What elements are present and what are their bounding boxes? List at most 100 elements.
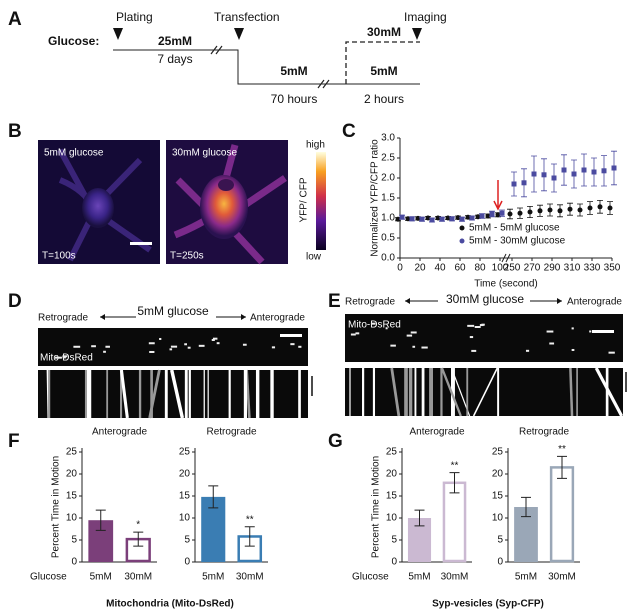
x-tick-label: 5mM <box>90 572 112 583</box>
organelle <box>73 345 81 348</box>
kymo-track <box>472 367 498 417</box>
y-tick-label: 10 <box>179 513 191 524</box>
kymo-track <box>569 367 574 417</box>
y-tick-label: 20 <box>386 469 398 480</box>
bar <box>407 518 432 562</box>
x-tick-label: 80 <box>474 263 486 274</box>
y-tick-label: 0 <box>71 557 77 568</box>
legend-marker <box>459 225 465 231</box>
organelle <box>216 342 220 345</box>
event-label: Transfection <box>214 10 280 24</box>
group-label: Glucose <box>352 572 389 583</box>
point <box>435 215 441 221</box>
organelle <box>62 355 68 358</box>
organelle <box>187 346 191 349</box>
y-tick-label: 0 <box>391 557 397 568</box>
y-tick-label: 0.0 <box>381 253 395 264</box>
y-tick-label: 1.5 <box>381 193 395 204</box>
organelle <box>412 345 416 348</box>
error-bar <box>208 485 219 509</box>
y-tick-label: 15 <box>66 491 78 502</box>
point <box>551 175 557 181</box>
colorbar-low: low <box>306 252 322 263</box>
point <box>429 217 435 223</box>
organelle <box>350 333 356 336</box>
kymo-track <box>390 367 401 417</box>
point <box>597 204 603 210</box>
organelle <box>242 343 247 346</box>
organelle <box>159 337 162 340</box>
organelle <box>105 345 110 348</box>
significance: ** <box>451 460 459 471</box>
y-tick-label: 0 <box>497 557 503 568</box>
error-bar <box>449 472 460 494</box>
y-tick-label: 25 <box>386 447 398 458</box>
error-bar <box>133 531 144 547</box>
organelle <box>467 324 475 327</box>
y-tick-label: 15 <box>492 491 504 502</box>
error-bar <box>244 526 255 547</box>
organelle <box>571 348 575 351</box>
point <box>541 172 547 178</box>
chart-title: Retrograde <box>519 427 569 438</box>
point <box>607 205 613 211</box>
duration: 70 hours <box>271 92 318 106</box>
point <box>521 180 527 186</box>
point <box>587 205 593 211</box>
x-tick-label: 5mM <box>515 572 537 583</box>
y-tick-label: 25 <box>66 447 78 458</box>
y-tick-label: 5 <box>71 535 77 546</box>
caption: Mitochondria (Mito-DsRed) <box>106 599 234 610</box>
duration: 7 days <box>157 52 192 66</box>
point <box>601 168 607 174</box>
point <box>571 171 577 177</box>
y-axis-label: Normalized YFP/CFP ratio <box>370 139 381 257</box>
probe-label: Mito-DsRed <box>40 353 93 364</box>
x-tick-label: 250 <box>504 263 521 274</box>
colorbar <box>316 152 326 250</box>
organelle <box>385 327 388 330</box>
image-label: 5mM glucose <box>44 148 104 159</box>
point <box>439 216 445 222</box>
organelle <box>370 322 376 325</box>
micrographs: 5mM glucose 30mM glucose T=100s T=250s h… <box>38 140 326 265</box>
direction-left: Retrograde <box>345 297 395 308</box>
y-tick-label: 20 <box>492 469 504 480</box>
point <box>581 167 587 173</box>
organelle <box>608 351 615 354</box>
point <box>531 171 537 177</box>
x-tick-label: 310 <box>564 263 581 274</box>
chart-title: Retrograde <box>206 427 256 438</box>
organelle <box>390 344 396 347</box>
organelle <box>406 334 413 337</box>
panel-label: F <box>8 431 20 452</box>
probe-label: Mito-DsRed <box>348 320 401 331</box>
organelle <box>549 342 555 345</box>
error-bar <box>95 509 106 531</box>
organelle <box>198 344 205 347</box>
point <box>485 213 491 219</box>
legend-marker <box>459 238 465 244</box>
x-tick-label: 30mM <box>124 572 152 583</box>
bar <box>514 507 538 562</box>
x-tick-label: 330 <box>584 263 601 274</box>
error-bar <box>414 509 425 527</box>
organelle <box>169 348 173 351</box>
y-axis-label: Percent Time in Motion <box>371 456 382 558</box>
point <box>557 208 563 214</box>
organelle <box>290 343 295 346</box>
point <box>499 210 505 216</box>
bar <box>442 481 467 563</box>
y-tick-label: 10 <box>66 513 78 524</box>
organelle <box>355 332 360 335</box>
event-label: Plating <box>116 10 153 24</box>
point <box>419 216 425 222</box>
organelle <box>103 350 106 353</box>
organelle <box>271 346 276 349</box>
y-axis-label: Percent Time in Motion <box>51 456 62 558</box>
organelle <box>55 356 62 359</box>
panel-label: A <box>8 9 22 30</box>
y-tick-label: 15 <box>179 491 191 502</box>
point <box>425 215 431 221</box>
point <box>469 215 475 221</box>
